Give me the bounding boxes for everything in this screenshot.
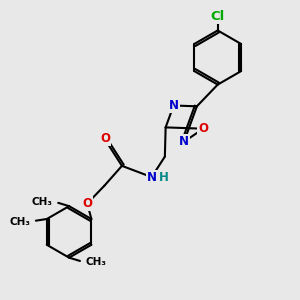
Text: Cl: Cl bbox=[211, 10, 225, 23]
Text: N: N bbox=[147, 171, 157, 184]
Text: O: O bbox=[198, 122, 208, 135]
Text: N: N bbox=[179, 135, 189, 148]
Text: CH₃: CH₃ bbox=[32, 197, 52, 207]
Text: H: H bbox=[159, 171, 169, 184]
Text: CH₃: CH₃ bbox=[85, 256, 106, 267]
Text: O: O bbox=[100, 132, 110, 145]
Text: O: O bbox=[82, 197, 92, 210]
Text: CH₃: CH₃ bbox=[9, 217, 30, 227]
Text: N: N bbox=[169, 99, 178, 112]
